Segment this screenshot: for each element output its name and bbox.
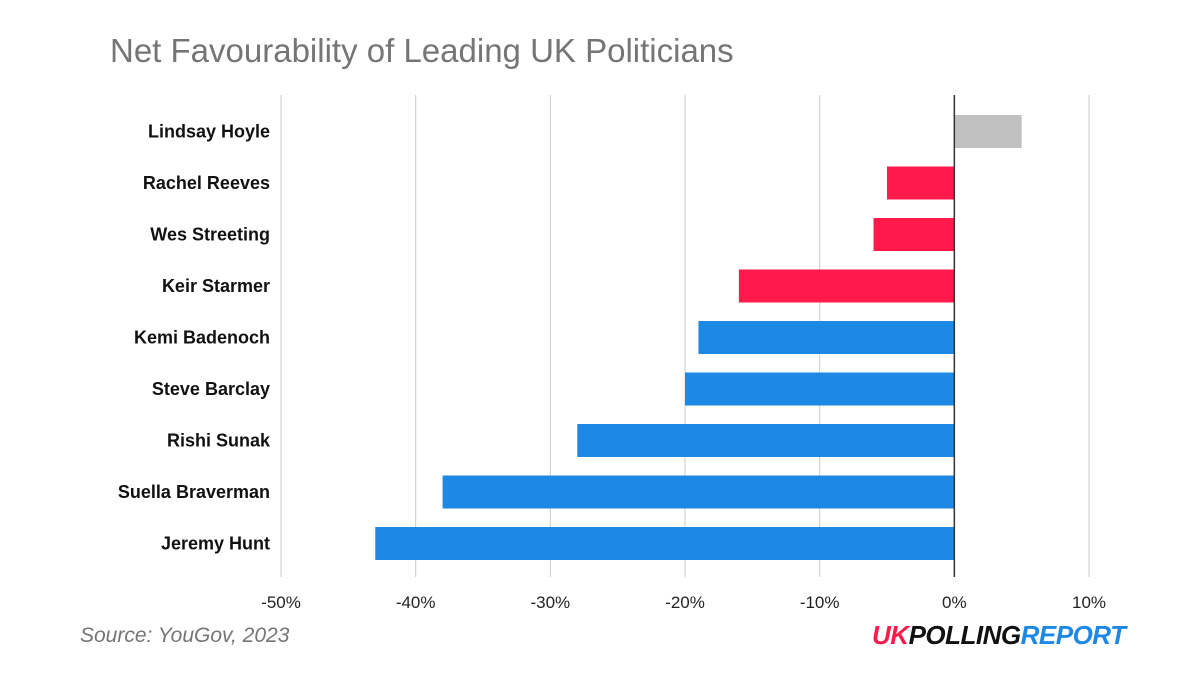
grid-lines [280, 95, 1090, 577]
category-label: Keir Starmer [162, 276, 270, 296]
category-label: Suella Braverman [118, 482, 270, 502]
uk-polling-report-logo: UKPOLLINGREPORT [872, 620, 1126, 651]
logo-uk: UK [872, 620, 909, 650]
source-note: Source: YouGov, 2023 [80, 624, 290, 647]
logo-polling: POLLING [908, 620, 1022, 650]
logo-report: REPORT [1020, 620, 1126, 650]
bar [685, 372, 955, 406]
category-label: Lindsay Hoyle [148, 122, 270, 142]
category-label: Jeremy Hunt [161, 534, 270, 554]
bar [887, 166, 955, 200]
category-label: Rishi Sunak [167, 431, 271, 451]
tick-labels: -50% -40% -30% -20% -10% 0% 10% [261, 593, 1106, 612]
x-tick-label: -50% [261, 593, 301, 612]
x-tick-label: -10% [800, 593, 840, 612]
x-tick-label: -20% [665, 593, 705, 612]
bar [873, 218, 955, 251]
bar [954, 115, 1022, 148]
bars [375, 115, 1022, 560]
x-tick-label: -30% [530, 593, 570, 612]
bar [442, 475, 955, 509]
x-tick-label: -40% [396, 593, 436, 612]
bar [738, 269, 955, 303]
bar [577, 424, 955, 457]
category-label: Rachel Reeves [143, 173, 270, 193]
bar [698, 321, 955, 354]
category-labels: Lindsay Hoyle Rachel Reeves Wes Streeting K… [118, 122, 271, 554]
x-tick-label: 0% [942, 593, 967, 612]
x-tick-label: 10% [1072, 593, 1106, 612]
category-label: Wes Streeting [150, 225, 270, 245]
category-label: Steve Barclay [152, 379, 270, 399]
category-label: Kemi Badenoch [134, 328, 270, 348]
chart-title: Net Favourability of Leading UK Politici… [110, 32, 734, 69]
bar [375, 527, 955, 560]
